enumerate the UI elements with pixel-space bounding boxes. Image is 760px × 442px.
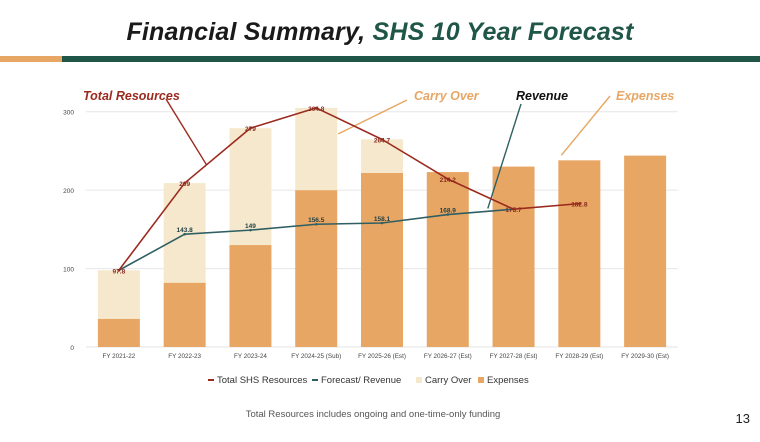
financial-forecast-chart: 143.8 149 156.5 158.1 168.9 97.8 209 279 304.8 26… (63, 89, 678, 386)
legend-label-total-shs-resources: Total SHS Resources (217, 375, 308, 386)
point-total-2 (249, 126, 252, 130)
line-total (118, 107, 580, 271)
annotation-leader-total-resources (165, 98, 208, 166)
point-total-0 (117, 268, 121, 272)
bar-expenses-5 (426, 172, 469, 347)
point-total-4 (380, 138, 384, 141)
x-tick-label-2: FY 2023-24 (234, 353, 267, 360)
data-labels: 143.8 149 156.5 158.1 168.9 97.8 209 279 304.8 26… (113, 106, 588, 275)
data-label-revenue-1: 143.8 (177, 227, 194, 234)
data-label-total-3: 304.8 (308, 106, 325, 113)
legend-label-expenses: Expenses (487, 375, 529, 386)
point-total-7 (578, 202, 581, 205)
bar-carry-over-4 (361, 139, 403, 173)
page-title: Financial Summary, SHS 10 Year Forecast (0, 18, 760, 47)
data-label-revenue-3: 156.5 (308, 217, 325, 224)
x-tick-label-1: FY 2022-23 (168, 353, 201, 360)
x-tick-label-3: FY 2024-25 (Sub) (291, 353, 341, 360)
title-part-2: SHS 10 Year Forecast (372, 18, 634, 46)
x-tick-label-6: FY 2027-28 (Est) (490, 353, 538, 360)
bar-carry-over-0 (97, 270, 140, 319)
data-label-revenue-2: 149 (245, 223, 256, 230)
x-tick-label-7: FY 2028-29 (Est) (555, 353, 603, 360)
page-number: 13 (735, 411, 750, 426)
data-label-total-2: 279 (245, 126, 256, 133)
bar-carry-over-3 (295, 107, 338, 191)
x-tick-label-5: FY 2026-27 (Est) (424, 353, 472, 360)
annotations: Total Resources Carry Over Revenue Expenses (83, 89, 674, 103)
annotation-leader-lines (165, 95, 611, 209)
legend-swatch-carry-over (416, 377, 422, 383)
point-revenue-4 (380, 221, 384, 225)
y-tick-label-0: 0 (70, 345, 74, 352)
x-tick-label-4: FY 2025-26 (Est) (358, 353, 406, 360)
series-lines (117, 106, 581, 272)
footnote: Total Resources includes ongoing and one… (245, 409, 501, 420)
bar-expenses-2 (229, 245, 272, 347)
data-label-total-4: 264.7 (374, 137, 391, 144)
annotation-total-resources: Total Resources (83, 89, 180, 103)
point-total-5 (446, 177, 450, 181)
title-part-1: Financial Summary, (126, 18, 366, 46)
axis-labels: 0 100 200 300 FY 2021-22 FY 2022-23 FY 2023-24… (63, 110, 669, 360)
annotation-revenue: Revenue (516, 89, 568, 103)
data-label-revenue-5: 168.9 (440, 208, 457, 215)
data-label-total-7: 182.8 (571, 202, 588, 209)
title-rule-accent (0, 56, 62, 62)
y-tick-label-200: 200 (63, 188, 74, 195)
legend-label-forecast-revenue: Forecast/ Revenue (321, 375, 401, 386)
bars (97, 107, 667, 347)
point-total-6 (512, 207, 515, 211)
legend: Total SHS Resources Forecast/ Revenue Carr… (208, 375, 529, 386)
point-revenue-5 (446, 213, 450, 216)
point-total-1 (183, 181, 186, 185)
annotation-leader-expenses (560, 95, 611, 156)
legend-label-carry-over: Carry Over (425, 375, 471, 386)
point-revenue-3 (314, 222, 318, 226)
annotation-carry-over: Carry Over (414, 89, 480, 103)
annotation-expenses: Expenses (616, 89, 674, 103)
bar-expenses-7 (558, 160, 601, 347)
y-tick-label-100: 100 (63, 267, 74, 274)
bar-expenses-1 (163, 282, 206, 347)
bar-expenses-6 (492, 166, 535, 347)
bar-carry-over-2 (229, 128, 272, 246)
x-tick-label-0: FY 2021-22 (102, 353, 135, 360)
point-revenue-1 (183, 232, 186, 236)
data-label-total-1: 209 (179, 181, 190, 188)
bar-expenses-4 (361, 172, 403, 347)
x-tick-label-8: FY 2029-30 (Est) (621, 353, 669, 360)
data-label-revenue-4: 158.1 (374, 216, 391, 223)
data-label-total-6: 175.7 (505, 207, 522, 214)
data-label-total-0: 97.8 (113, 268, 126, 275)
title-rule (62, 56, 760, 62)
point-total-3 (314, 106, 318, 110)
annotation-leader-carry-over (337, 99, 408, 135)
bar-expenses-3 (295, 190, 338, 347)
point-revenue-2 (249, 228, 252, 232)
data-label-total-5: 214.2 (440, 177, 457, 184)
annotation-leader-revenue (487, 103, 522, 209)
bar-expenses-8 (624, 155, 667, 347)
legend-swatch-expenses (478, 377, 484, 383)
y-tick-label-300: 300 (63, 110, 74, 117)
bar-expenses-0 (97, 318, 140, 347)
